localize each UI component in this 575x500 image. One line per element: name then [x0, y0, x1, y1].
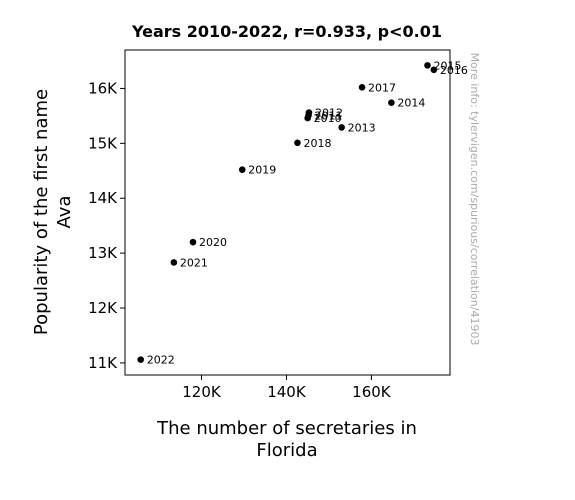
y-axis-label-line-2: Ava: [54, 196, 75, 229]
data-point-label: 2021: [180, 256, 208, 269]
data-point: [294, 139, 301, 147]
data-point-label: 2017: [368, 81, 396, 94]
chart-title: Years 2010-2022, r=0.933, p<0.01: [131, 22, 442, 41]
data-point: [424, 62, 431, 69]
y-tick-label: 12K: [88, 299, 118, 317]
data-point: [388, 99, 395, 107]
y-tick-label: 11K: [88, 354, 118, 372]
data-point-label: 2018: [303, 137, 331, 150]
watermark-text: More info: tylervigen.com/spurious/corre…: [468, 53, 481, 346]
data-point-label: 2019: [248, 164, 276, 177]
x-tick-label: 160K: [352, 383, 392, 401]
y-axis-ticks: 11K 12K 13K 14K 15K 16K: [88, 79, 125, 372]
data-point-label: 2022: [147, 354, 175, 367]
data-point: [137, 356, 145, 363]
data-point-label: 2011: [315, 109, 343, 122]
x-tick-label: 120K: [182, 383, 222, 401]
plot-area: [124, 49, 451, 376]
y-axis-label-line-1: Popularity of the first name: [31, 89, 52, 335]
x-axis-ticks: 120K 140K 160K: [182, 375, 392, 401]
y-tick-label: 13K: [88, 244, 118, 262]
y-tick-label: 15K: [88, 134, 118, 152]
data-point-label: 2020: [199, 236, 227, 249]
data-point-label: 2013: [348, 121, 376, 134]
data-point: [358, 84, 366, 91]
data-point-label: 2015: [433, 59, 461, 72]
data-point-label: 2016: [440, 64, 468, 77]
y-tick-label: 16K: [88, 79, 118, 97]
data-point-label: 2014: [397, 97, 425, 110]
data-point: [170, 259, 178, 266]
data-point: [338, 124, 345, 131]
x-axis-label-line-1: The number of secretaries in: [156, 418, 417, 439]
data-point-label: 2010: [314, 112, 342, 125]
data-point: [430, 66, 438, 74]
x-axis-label-line-2: Florida: [256, 440, 317, 461]
y-tick-label: 14K: [88, 189, 118, 207]
data-point-label: 2012: [315, 107, 343, 120]
x-tick-label: 140K: [267, 383, 307, 401]
data-point: [238, 166, 246, 173]
data-point: [305, 109, 313, 116]
data-point: [189, 238, 197, 246]
